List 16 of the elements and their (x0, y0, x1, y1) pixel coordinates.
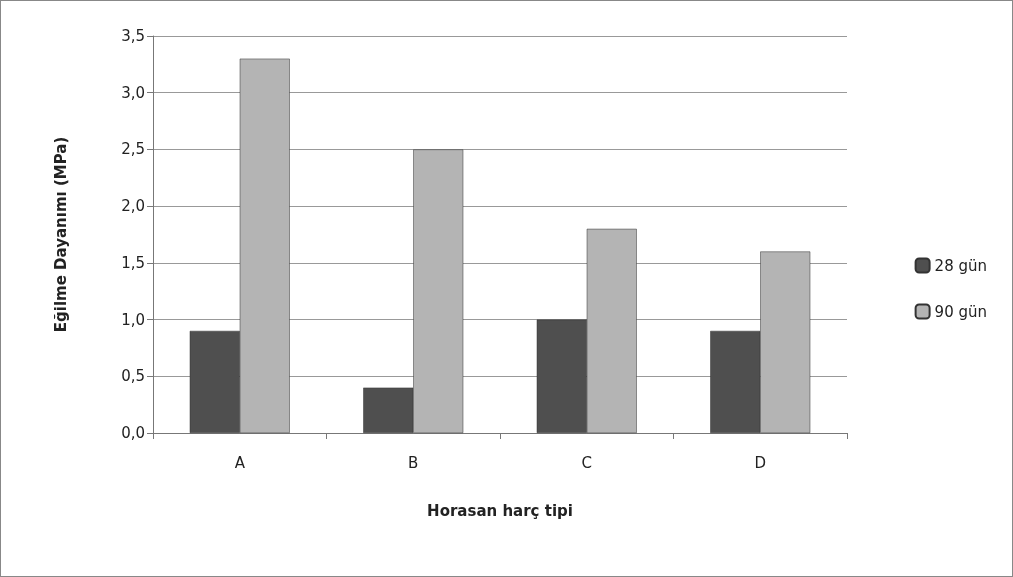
x-tick-label: D (754, 453, 767, 472)
legend-label: 28 gün (934, 256, 987, 275)
y-tick-label: 2,5 (121, 140, 145, 159)
y-tick-label: 2,0 (121, 197, 145, 216)
y-tick-label: 0,5 (121, 367, 145, 386)
y-tick-label: 3,5 (121, 27, 145, 45)
x-tick-label: C (581, 453, 592, 472)
legend-label: 90 gün (934, 302, 987, 321)
y-tick-label: 1,5 (121, 253, 145, 272)
y-tick-label: 3,0 (121, 83, 145, 102)
y-axis-title: Eğilme Dayanımı (MPa) (51, 136, 70, 333)
x-tick-label: A (234, 453, 246, 472)
x-tick-label: B (408, 453, 419, 472)
x-axis-title: Horasan harç tipi (427, 501, 573, 520)
y-tick-label: 0,0 (121, 424, 145, 442)
y-tick-label: 1,0 (121, 310, 145, 329)
